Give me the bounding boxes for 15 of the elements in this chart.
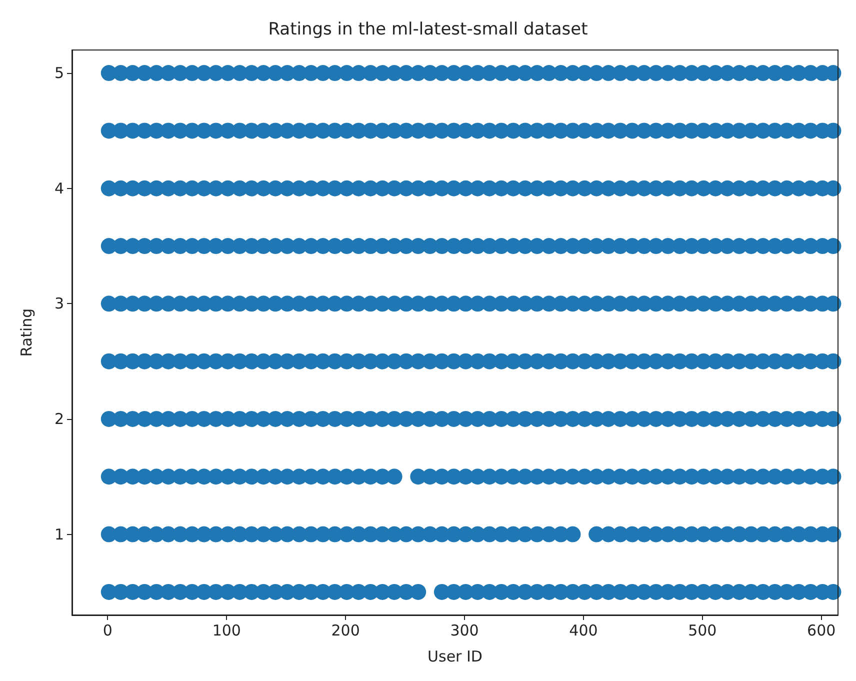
x-tick-label: 600 xyxy=(807,622,836,640)
x-tick-label: 500 xyxy=(688,622,717,640)
y-tick-label: 4 xyxy=(54,179,64,198)
x-tick-label: 0 xyxy=(102,622,112,640)
x-tick-label: 200 xyxy=(331,622,360,640)
y-tick-label: 2 xyxy=(54,410,64,428)
chart-title: Ratings in the ml-latest-small dataset xyxy=(268,20,588,40)
x-axis-title: User ID xyxy=(428,648,482,666)
y-axis-title: Rating xyxy=(18,308,36,357)
x-tick-label: 400 xyxy=(569,622,598,640)
y-tick-label: 5 xyxy=(54,64,64,82)
x-tick-label: 100 xyxy=(212,622,241,640)
y-tick-label: 3 xyxy=(54,294,64,313)
x-tick-label: 300 xyxy=(450,622,479,640)
y-tick-label: 1 xyxy=(54,525,64,544)
